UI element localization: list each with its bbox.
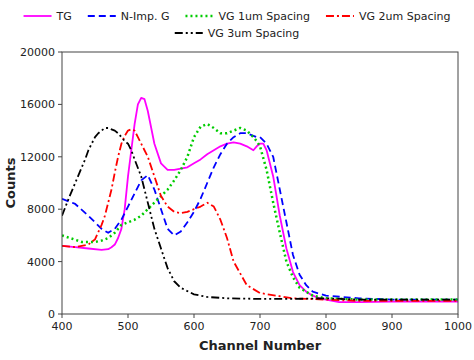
x-tick <box>392 314 393 318</box>
legend-label: TG <box>56 10 72 23</box>
y-tick <box>58 52 62 53</box>
x-tick-label: 1000 <box>444 320 472 333</box>
y-tick <box>58 261 62 262</box>
x-tick-label: 800 <box>316 320 337 333</box>
x-tick-label: 700 <box>250 320 271 333</box>
y-tick <box>58 209 62 210</box>
legend-item: TG <box>24 10 72 23</box>
x-tick-label: 400 <box>52 320 73 333</box>
x-tick <box>62 314 63 318</box>
x-tick <box>458 314 459 318</box>
y-tick-label: 20000 <box>20 46 55 59</box>
legend-item: VG 3um Spacing <box>175 27 300 40</box>
y-tick-label: 0 <box>48 308 55 321</box>
legend-swatch <box>24 15 52 17</box>
legend-swatch <box>175 32 203 34</box>
legend-swatch <box>88 15 116 17</box>
legend-swatch <box>185 15 213 18</box>
plot-frame <box>62 52 458 314</box>
legend-item: VG 1um Spacing <box>185 10 310 23</box>
y-tick-label: 12000 <box>20 151 55 164</box>
legend-label: VG 1um Spacing <box>218 10 310 23</box>
series-line <box>62 98 458 302</box>
series-line <box>62 128 458 300</box>
legend-item: N-Imp. G <box>88 10 170 23</box>
legend-label: VG 3um Spacing <box>208 27 300 40</box>
legend: TG N-Imp. G VG 1um Spacing VG 2um Spacing VG… <box>24 10 451 40</box>
y-tick-label: 16000 <box>20 98 55 111</box>
y-tick <box>58 104 62 105</box>
x-tick-label: 500 <box>118 320 139 333</box>
axes: 400 500 600 700 800 900 1000 0 4000 8000 12000 1600… <box>20 46 472 333</box>
x-axis-label: Channel Number <box>199 338 322 353</box>
legend-label: VG 2um Spacing <box>359 10 451 23</box>
x-tick-label: 900 <box>382 320 403 333</box>
y-tick-label: 8000 <box>27 203 55 216</box>
x-tick <box>326 314 327 318</box>
x-tick-label: 600 <box>184 320 205 333</box>
lines <box>62 98 458 302</box>
x-tick <box>194 314 195 318</box>
legend-label: N-Imp. G <box>121 10 170 23</box>
chart: TG N-Imp. G VG 1um Spacing VG 2um Spacing VG… <box>0 0 474 360</box>
x-tick <box>128 314 129 318</box>
legend-item: VG 2um Spacing <box>326 10 451 23</box>
x-tick <box>260 314 261 318</box>
series-line <box>62 133 458 299</box>
legend-swatch <box>326 15 354 17</box>
y-tick-label: 4000 <box>27 256 55 269</box>
series-line <box>62 129 458 301</box>
y-tick <box>58 156 62 157</box>
y-tick <box>58 314 62 315</box>
y-axis-label: Counts <box>3 157 18 208</box>
series-line <box>62 124 458 300</box>
